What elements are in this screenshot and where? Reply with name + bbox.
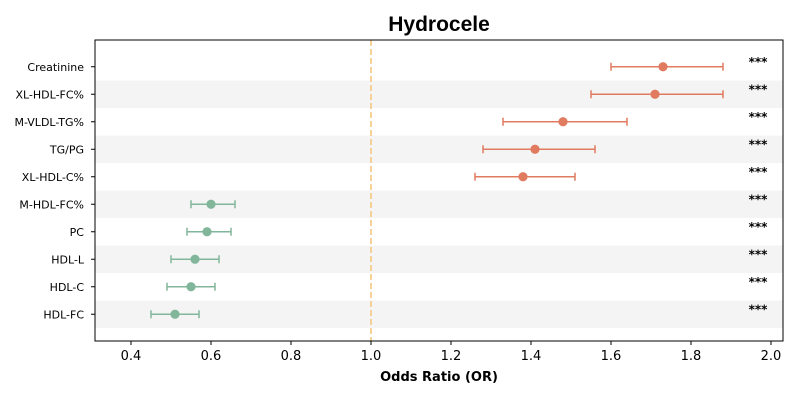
point-estimate [658,62,668,72]
point-estimate [530,144,540,154]
x-tick-label: 1.0 [361,349,382,364]
chart-title: Hydrocele [388,13,490,36]
forest-row: Creatinine *** [27,55,768,74]
row-band [95,300,783,328]
point-estimate [558,117,568,127]
point-estimate [202,227,212,237]
x-tick-label: 0.4 [121,349,142,364]
data-rows: Creatinine ***XL-HDL-FC% ***M-VLDL-TG% ***T… [14,55,768,322]
forest-row: XL-HDL-C% *** [22,165,768,184]
y-tick-label: Creatinine [27,61,84,74]
y-tick-label: M-VLDL-TG% [14,116,84,129]
forest-row: HDL-FC *** [43,302,768,321]
significance-label: *** [749,165,769,179]
x-tick-label: 0.6 [201,349,222,364]
x-tick-label: 1.2 [441,349,462,364]
significance-label: *** [749,247,769,261]
forest-row: HDL-C *** [50,275,768,294]
forest-row: M-HDL-FC% *** [19,192,768,211]
point-estimate [186,282,196,292]
point-estimate [190,254,200,264]
row-band [95,135,783,163]
x-tick-label: 2.0 [761,349,782,364]
y-tick-label: HDL-FC [43,308,84,321]
significance-label: *** [749,192,769,206]
forest-row: XL-HDL-FC% *** [15,82,768,101]
point-estimate [650,89,660,99]
significance-label: *** [749,137,769,151]
x-axis-label: Odds Ratio (OR) [380,370,498,385]
plot-frame [94,39,784,342]
y-tick-label: HDL-C [50,281,85,294]
significance-label: *** [749,220,769,234]
y-tick-label: XL-HDL-C% [22,171,84,184]
x-tick-label: 0.8 [281,349,302,364]
forest-row: PC *** [70,220,768,239]
y-tick-label: TG/PG [49,143,84,156]
significance-label: *** [749,275,769,289]
point-estimate [170,309,180,319]
row-bands [95,80,783,328]
y-tick-label: HDL-L [51,253,85,266]
forest-row: M-VLDL-TG% *** [14,110,768,129]
significance-label: *** [749,302,769,316]
significance-label: *** [749,55,769,69]
y-tick-label: XL-HDL-FC% [15,88,84,101]
x-tick-label: 1.4 [521,349,542,364]
significance-label: *** [749,110,769,124]
point-estimate [206,199,216,209]
y-tick-label: M-HDL-FC% [19,198,84,211]
forest-row: HDL-L *** [51,247,768,266]
x-axis: 0.4 0.6 0.8 1.0 1.2 1.4 1.6 1.8 2.0 [121,341,782,364]
significance-label: *** [749,82,769,96]
forest-row: TG/PG *** [49,137,768,156]
x-tick-label: 1.6 [601,349,622,364]
point-estimate [518,172,528,182]
x-tick-label: 1.8 [681,349,702,364]
y-tick-label: PC [70,226,85,239]
